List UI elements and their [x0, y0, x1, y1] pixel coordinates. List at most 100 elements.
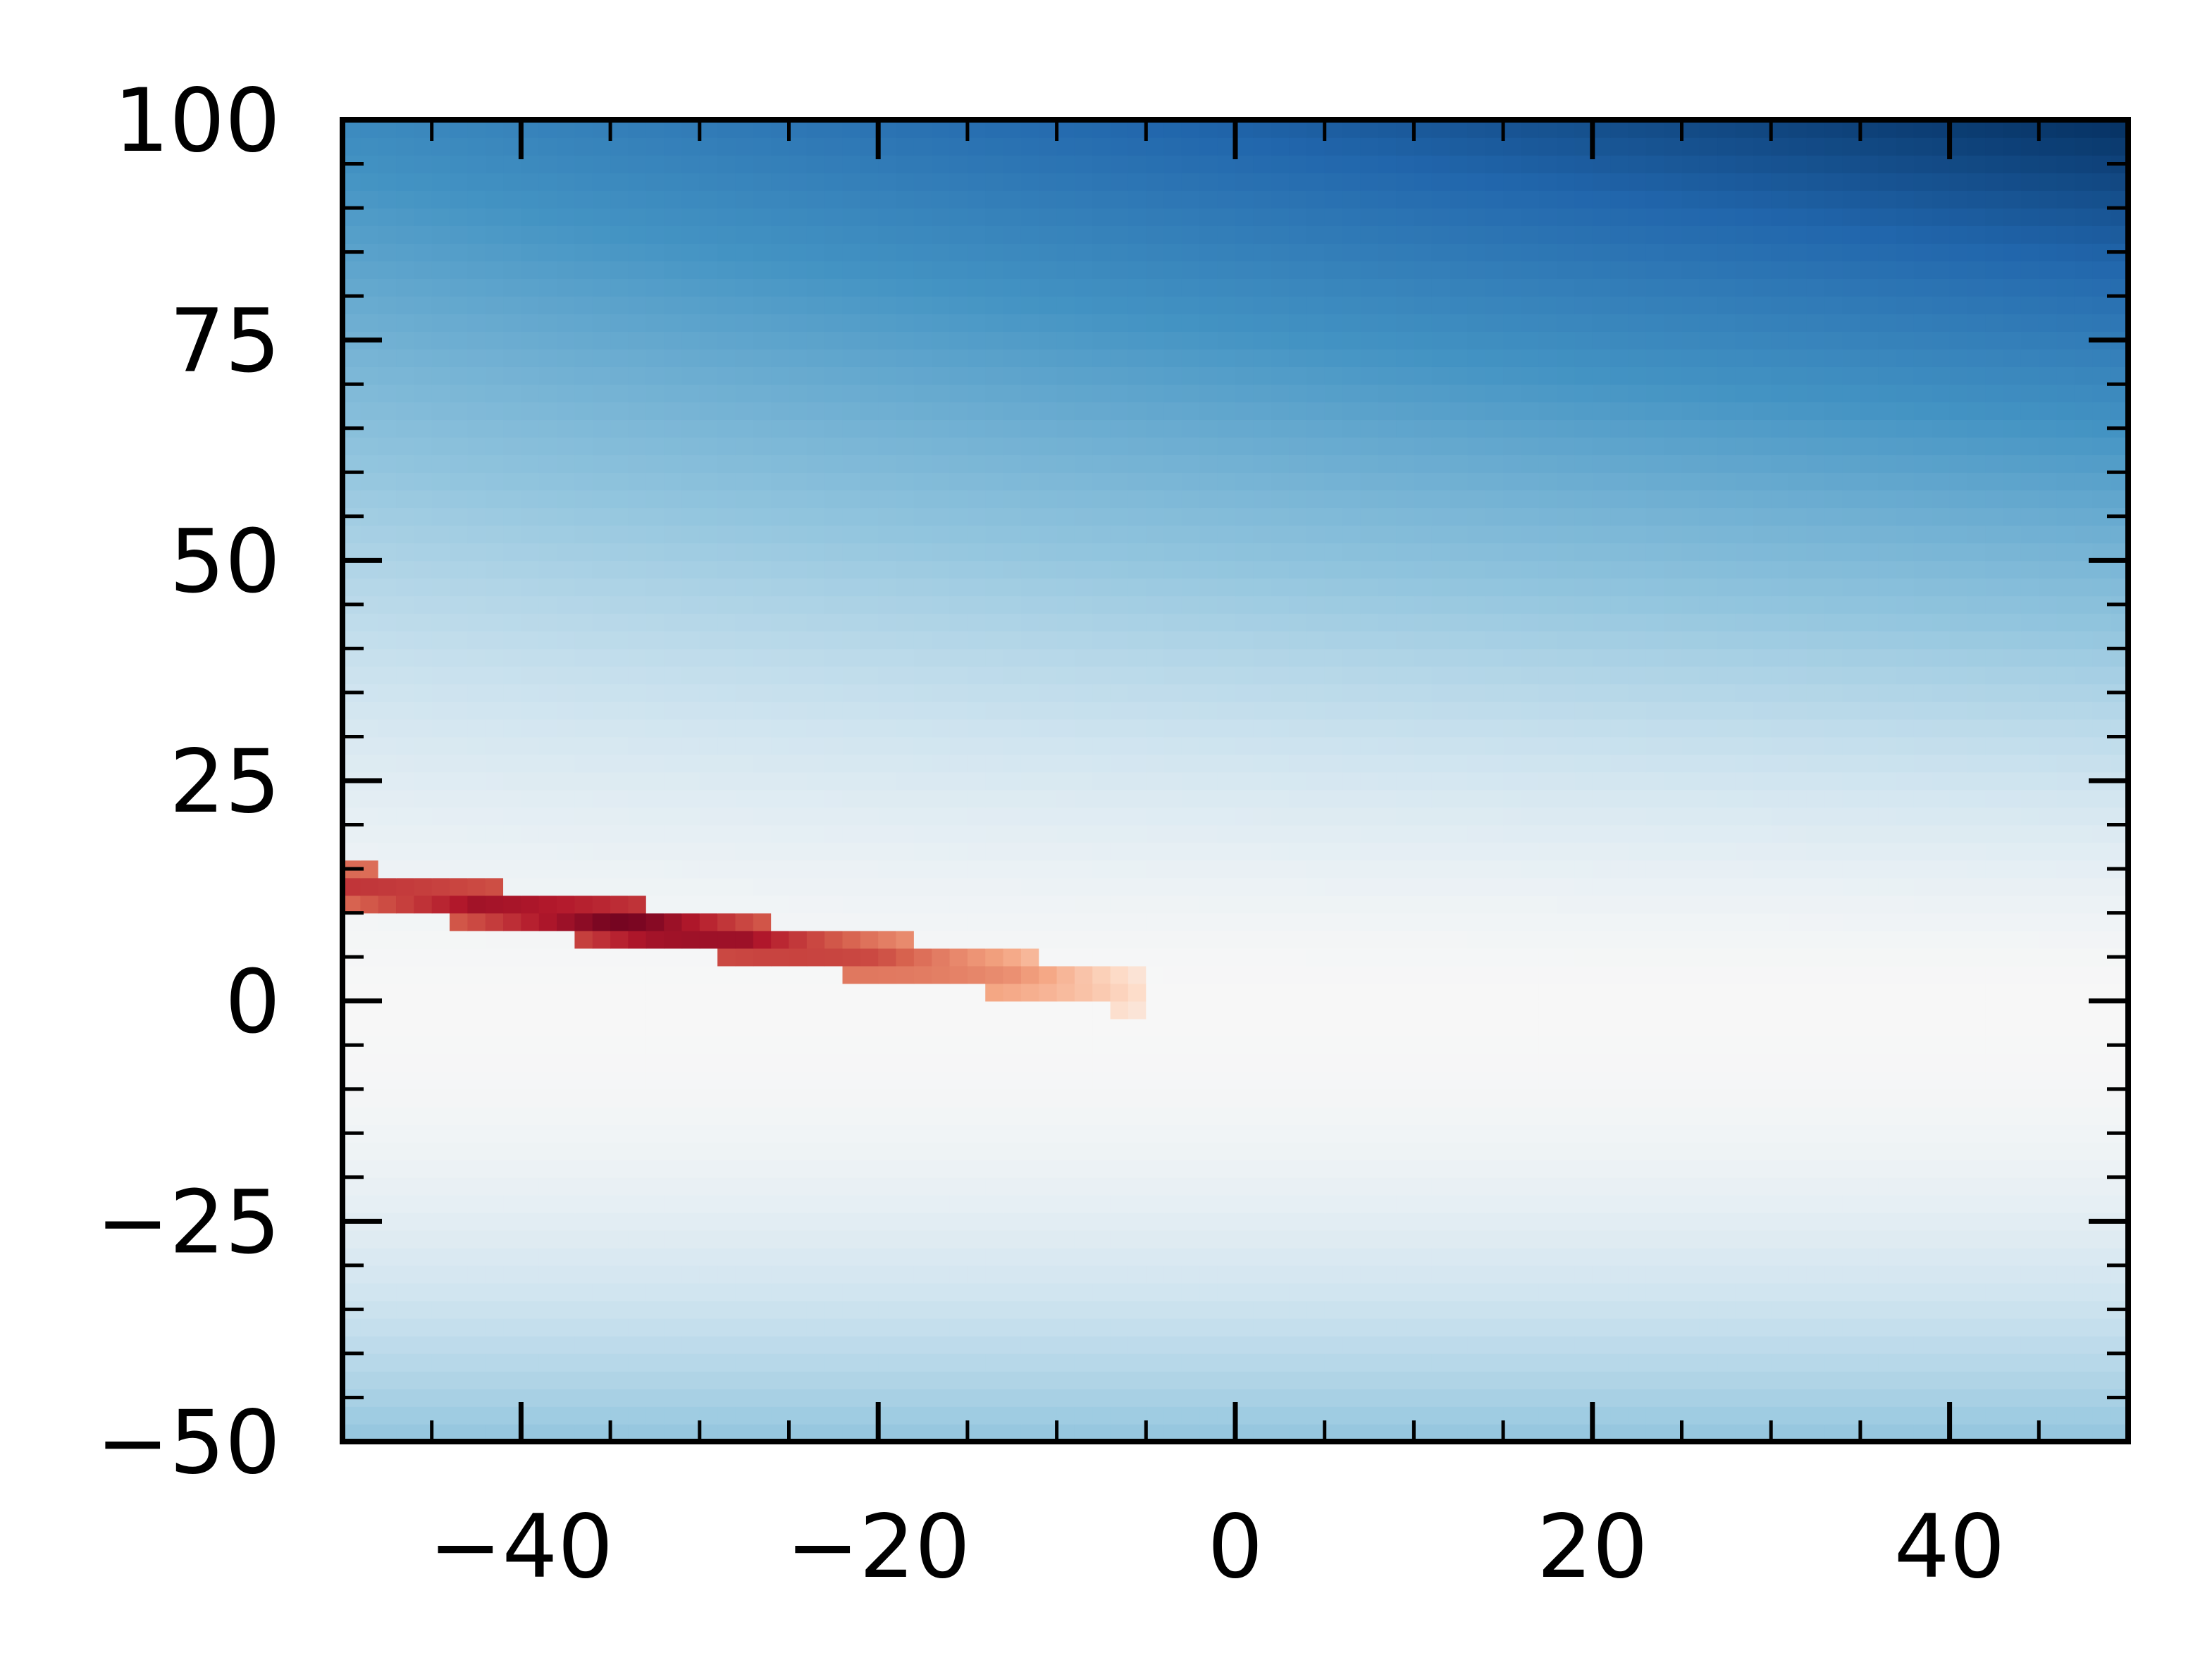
- heatmap-cell: [1610, 719, 1629, 738]
- heatmap-cell: [1199, 1282, 1218, 1301]
- heatmap-cell: [1967, 1141, 1987, 1160]
- heatmap-cell: [1414, 1036, 1433, 1055]
- heatmap-cell: [645, 1124, 665, 1143]
- heatmap-cell: [967, 1247, 987, 1266]
- heatmap-cell: [1932, 1000, 1951, 1020]
- heatmap-cell: [1610, 1300, 1629, 1319]
- heatmap-cell: [1056, 595, 1075, 614]
- heatmap-cell: [1485, 1141, 1504, 1160]
- heatmap-cell: [1503, 1000, 1522, 1020]
- heatmap-cell: [2056, 772, 2075, 791]
- heatmap-cell: [1146, 860, 1165, 879]
- heatmap-cell: [1610, 1318, 1629, 1337]
- heatmap-cell: [1896, 1106, 1915, 1125]
- heatmap-cell: [378, 1106, 397, 1125]
- heatmap-cell: [949, 736, 968, 755]
- heatmap-cell: [1753, 807, 1772, 826]
- heatmap-cell: [1450, 1036, 1469, 1055]
- heatmap-cell: [771, 701, 790, 720]
- heatmap-cell: [1450, 578, 1469, 597]
- heatmap-cell: [1074, 983, 1094, 1002]
- heatmap-cell: [1896, 1370, 1915, 1389]
- heatmap-cell: [789, 877, 808, 896]
- heatmap-cell: [1824, 860, 1843, 879]
- heatmap-cell: [1521, 1265, 1540, 1284]
- heatmap-cell: [1842, 948, 1861, 967]
- heatmap-cell: [503, 595, 522, 614]
- heatmap-cell: [1217, 560, 1236, 579]
- heatmap-cell: [789, 860, 808, 879]
- heatmap-cell: [1681, 1353, 1700, 1372]
- heatmap-cell: [1110, 1177, 1129, 1196]
- heatmap-cell: [1324, 1071, 1343, 1090]
- heatmap-cell: [1306, 772, 1326, 791]
- heatmap-cell: [1842, 895, 1861, 914]
- heatmap-cell: [1681, 772, 1700, 791]
- heatmap-cell: [360, 842, 379, 861]
- heatmap-cell: [753, 1212, 772, 1231]
- heatmap-cell: [396, 1194, 415, 1213]
- heatmap-cell: [538, 1036, 557, 1055]
- heatmap-cell: [1431, 1247, 1450, 1266]
- heatmap-cell: [1932, 807, 1951, 826]
- heatmap-cell: [1378, 1282, 1397, 1301]
- heatmap-cell: [1949, 560, 1968, 579]
- heatmap-cell: [1538, 1229, 1557, 1249]
- heatmap-cell: [985, 1089, 1004, 1108]
- heatmap-cell: [1949, 1247, 1968, 1266]
- heatmap-cell: [1735, 683, 1754, 702]
- heatmap-cell: [1842, 1229, 1861, 1249]
- heatmap-cell: [2020, 1318, 2040, 1337]
- heatmap-cell: [985, 1388, 1004, 1407]
- heatmap-cell: [985, 613, 1004, 632]
- heatmap-cell: [735, 648, 754, 667]
- heatmap-cell: [396, 1177, 415, 1196]
- heatmap-cell: [1110, 560, 1129, 579]
- heatmap-cell: [467, 842, 486, 861]
- heatmap-cell: [1521, 560, 1540, 579]
- heatmap-cell: [1557, 1159, 1576, 1178]
- heatmap-cell: [1217, 965, 1236, 984]
- heatmap-cell: [485, 842, 504, 861]
- heatmap-cell: [1735, 895, 1754, 914]
- heatmap-cell: [932, 648, 951, 667]
- heatmap-cell: [360, 1335, 379, 1354]
- heatmap-cell: [1985, 1212, 2004, 1231]
- heatmap-cell: [610, 631, 629, 650]
- heatmap-cell: [1557, 631, 1576, 650]
- heatmap-cell: [1735, 824, 1754, 843]
- heatmap-cell: [557, 578, 576, 597]
- heatmap-cell: [1557, 1106, 1576, 1125]
- heatmap-cell: [503, 983, 522, 1002]
- heatmap-cell: [1092, 1388, 1111, 1407]
- heatmap-cell: [450, 595, 469, 614]
- heatmap-cell: [2020, 1141, 2040, 1160]
- heatmap-cell: [431, 1159, 450, 1178]
- heatmap-cell: [949, 1071, 968, 1090]
- heatmap-cell: [753, 1353, 772, 1372]
- heatmap-cell: [1771, 930, 1790, 949]
- heatmap-cell: [2003, 824, 2022, 843]
- heatmap-cell: [1913, 1265, 1933, 1284]
- heatmap-cell: [1003, 1177, 1022, 1196]
- heatmap-cell: [1699, 1335, 1718, 1354]
- heatmap-cell: [1842, 1265, 1861, 1284]
- heatmap-cell: [342, 1370, 362, 1389]
- heatmap-cell: [1217, 578, 1236, 597]
- heatmap-cell: [1235, 1089, 1254, 1108]
- heatmap-cell: [1878, 824, 1897, 843]
- heatmap-cell: [860, 965, 879, 984]
- heatmap-cell: [1378, 1053, 1397, 1072]
- heatmap-cell: [1645, 1124, 1664, 1143]
- heatmap-cell: [1824, 578, 1843, 597]
- heatmap-cell: [1360, 895, 1379, 914]
- heatmap-cell: [967, 1335, 987, 1354]
- heatmap-cell: [1378, 613, 1397, 632]
- heatmap-cell: [1110, 1229, 1129, 1249]
- heatmap-cell: [1271, 1141, 1290, 1160]
- heatmap-cell: [1110, 683, 1129, 702]
- heatmap-cell: [1360, 1265, 1379, 1284]
- heatmap-cell: [771, 754, 790, 773]
- heatmap-cell: [1271, 1265, 1290, 1284]
- heatmap-cell: [1146, 789, 1165, 808]
